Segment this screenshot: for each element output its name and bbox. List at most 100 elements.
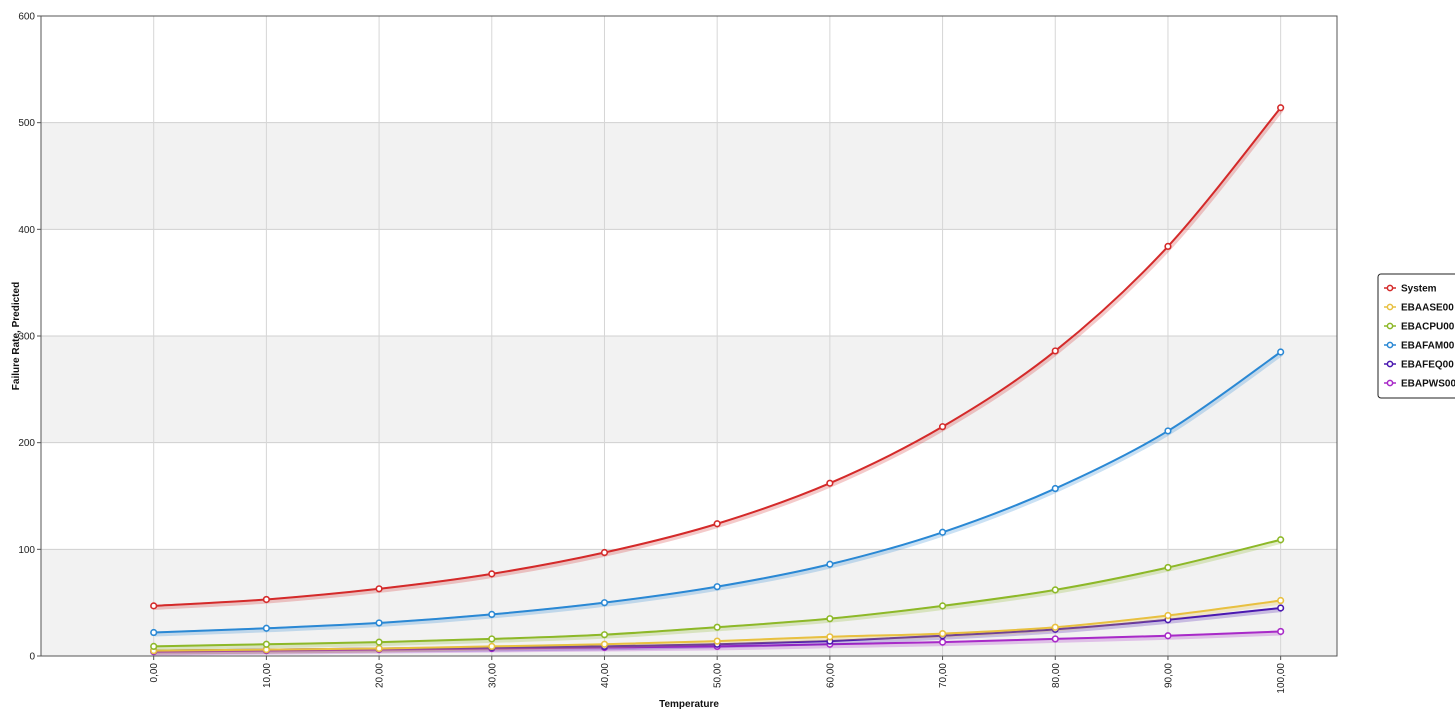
data-point: [938, 528, 947, 536]
y-axis-ticks: 0 100 200 300 400 500 600: [18, 12, 41, 663]
x-tick-label: 70,00: [938, 663, 949, 688]
data-point: [600, 640, 609, 648]
data-point: [1051, 586, 1059, 594]
data-point: [375, 638, 383, 646]
legend-box: [1377, 273, 1455, 399]
y-tick-label: 600: [18, 12, 35, 23]
data-point: [375, 644, 383, 653]
plot-bands: [41, 122, 1337, 656]
data-point: [826, 615, 834, 623]
data-point: [713, 520, 721, 528]
x-tick-label: 20,00: [375, 663, 386, 688]
data-point: [600, 599, 609, 607]
plot-band: [41, 549, 1337, 656]
legend-item: EBAPWS00: [1384, 379, 1455, 390]
series-system: [150, 104, 1285, 610]
data-point: [1277, 536, 1285, 544]
data-point: [826, 633, 834, 641]
series-ebaase00: [150, 596, 1285, 655]
y-tick-label: 400: [18, 225, 35, 236]
data-point: [600, 548, 609, 557]
x-tick-label: 0,00: [149, 663, 160, 683]
x-axis-title: Temperature: [659, 699, 719, 710]
x-tick-label: 60,00: [825, 663, 836, 688]
legend-label: EBAASE00: [1401, 303, 1454, 314]
x-tick-label: 30,00: [487, 663, 498, 688]
data-point: [713, 623, 721, 631]
series-ebacpu00: [150, 536, 1285, 651]
legend-label: EBAPWS00: [1401, 379, 1455, 390]
legend-marker: [1386, 284, 1394, 292]
legend: System EBAASE00 EBACPU00 EBAFAM00 EBAFEQ00 EB…: [1377, 273, 1455, 399]
x-tick-label: 40,00: [600, 663, 611, 688]
data-point: [150, 628, 158, 637]
legend-marker: [1386, 379, 1394, 387]
y-tick-label: 100: [18, 545, 35, 556]
x-tick-label: 90,00: [1163, 663, 1174, 688]
legend-item: EBACPU00: [1384, 322, 1455, 333]
data-point: [1164, 563, 1172, 572]
plot-band: [41, 122, 1337, 230]
legend-label: EBAFAM00: [1401, 341, 1455, 352]
data-point: [1051, 484, 1059, 493]
legend-item: EBAFEQ00: [1384, 360, 1454, 371]
data-point: [1051, 347, 1059, 355]
data-point: [488, 570, 496, 578]
data-point: [488, 635, 496, 643]
gridlines: [40, 15, 1337, 657]
legend-marker: [1386, 322, 1394, 330]
data-point: [826, 560, 834, 568]
data-point: [938, 629, 947, 638]
data-point: [713, 637, 721, 645]
data-point: [262, 595, 270, 604]
data-point: [150, 642, 158, 651]
data-point: [1051, 635, 1059, 643]
data-point: [1164, 632, 1172, 640]
data-point: [488, 610, 496, 619]
data-point: [600, 631, 609, 639]
data-point: [1164, 242, 1172, 250]
data-point: [375, 619, 383, 627]
data-point: [150, 602, 158, 610]
x-tick-label: 50,00: [713, 663, 724, 688]
data-point: [1164, 427, 1172, 435]
data-point: [938, 423, 947, 431]
data-point: [713, 583, 721, 591]
series-ebafam00: [150, 348, 1285, 637]
y-tick-label: 300: [18, 332, 35, 343]
series-lines: [150, 104, 1285, 656]
legend-label: System: [1401, 284, 1437, 295]
x-tick-label: 100,00: [1276, 663, 1287, 694]
y-tick-label: 0: [29, 652, 35, 663]
legend-marker: [1386, 341, 1394, 349]
data-point: [1164, 611, 1172, 620]
data-point: [1051, 623, 1059, 631]
legend-marker: [1386, 303, 1394, 311]
plot-band: [41, 336, 1337, 443]
data-point: [1277, 604, 1285, 612]
x-axis-ticks: 0,00 10,00 20,00 30,00 40,00 50,00 60,00 70,00 8…: [149, 656, 1287, 694]
legend-label: EBAFEQ00: [1401, 360, 1454, 371]
legend-marker: [1386, 360, 1394, 368]
data-point: [938, 638, 947, 646]
legend-item: EBAASE00: [1384, 303, 1454, 314]
data-point: [826, 479, 834, 487]
data-point: [1277, 104, 1285, 112]
data-point: [262, 640, 270, 648]
y-tick-label: 200: [18, 438, 35, 449]
data-point: [1277, 596, 1285, 605]
data-point: [1277, 627, 1285, 636]
x-tick-label: 10,00: [262, 663, 273, 688]
y-tick-label: 500: [18, 118, 35, 129]
legend-item: System: [1384, 284, 1437, 295]
series-line-system: [153, 107, 1282, 607]
data-point: [262, 624, 270, 632]
legend-label: EBACPU00: [1401, 322, 1455, 333]
y-axis-title: Failure Rate, Predicted: [11, 282, 22, 390]
data-point: [938, 602, 947, 610]
x-tick-label: 80,00: [1051, 663, 1062, 688]
series-shadow: [154, 107, 1284, 610]
data-point: [1277, 348, 1285, 356]
legend-item: EBAFAM00: [1384, 341, 1455, 352]
